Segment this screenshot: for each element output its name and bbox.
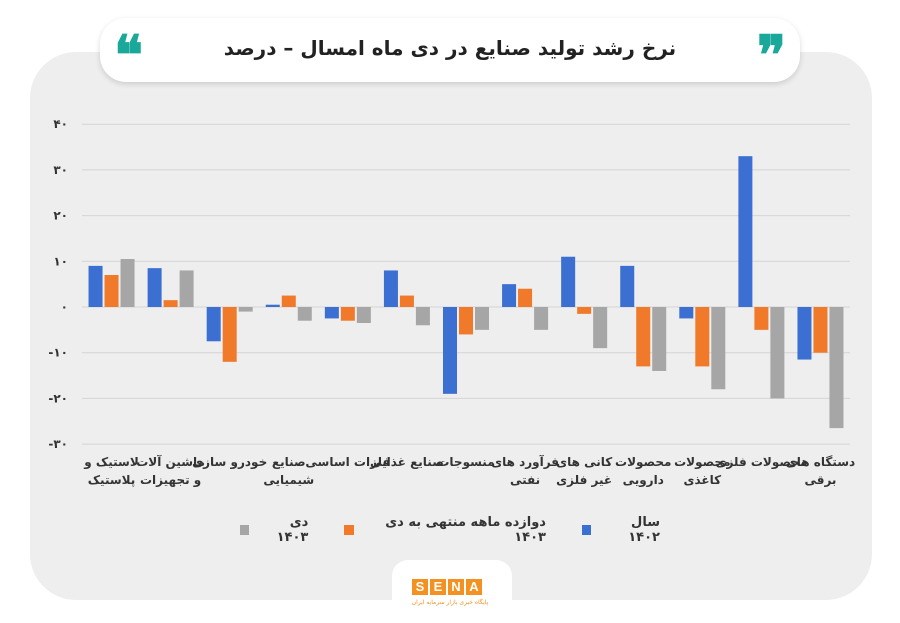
legend-label-1402: سال ۱۴۰۲ — [628, 515, 660, 545]
y-tick-label: ۴۰ — [53, 117, 68, 131]
x-tick-label: محصولات دارویی — [615, 455, 671, 488]
bar — [577, 307, 592, 314]
bar — [679, 307, 694, 319]
bar — [502, 284, 517, 307]
bar — [695, 307, 710, 367]
x-tick-label: فرآورد های نفتی — [491, 454, 559, 487]
bar — [206, 307, 221, 342]
x-tick-label: منسوجات — [437, 455, 494, 470]
bar — [620, 265, 635, 307]
bar — [813, 307, 828, 353]
bar — [797, 307, 812, 360]
x-tick-label: کانی های غیر فلزی — [556, 455, 612, 487]
bar — [399, 295, 414, 307]
y-tick-label: -۱۰ — [48, 346, 68, 360]
legend-swatch-twelve-month — [344, 525, 354, 535]
bar — [383, 270, 398, 307]
bar — [636, 307, 651, 367]
logo-letter: E — [430, 579, 446, 595]
legend-label-twelve-month: دوازده ماهه منتهی به دی ۱۴۰۳ — [385, 515, 546, 545]
y-tick-label: ۰ — [61, 300, 68, 314]
bar — [238, 307, 253, 312]
bar — [88, 265, 103, 307]
sena-logo: S E N A — [412, 579, 482, 595]
bar — [593, 307, 608, 349]
bar — [163, 300, 178, 307]
bar — [534, 307, 549, 330]
bar — [561, 256, 576, 307]
bar — [120, 259, 135, 307]
bar — [147, 268, 162, 307]
logo-letter: N — [448, 579, 464, 595]
quote-close-icon: ❞ — [756, 23, 786, 87]
legend-label-dey: دی ۱۴۰۳ — [276, 515, 309, 545]
x-tick-label: صنایع غذایی — [370, 455, 444, 469]
legend-item-twelve-month: دوازده ماهه منتهی به دی ۱۴۰۳ — [344, 515, 546, 545]
bar — [475, 307, 489, 330]
y-tick-label: ۳۰ — [53, 163, 68, 177]
bar — [738, 156, 753, 307]
legend-swatch-dey — [240, 525, 250, 535]
x-tick-label: دستگاه های برقی — [786, 455, 855, 487]
legend-swatch-1402 — [581, 525, 592, 535]
legend-item-1402: سال ۱۴۰۲ — [581, 515, 660, 545]
x-tick-label: محصولات کاغذی — [674, 455, 730, 487]
x-tick-label: فلزات اساسی — [305, 455, 390, 469]
x-tick-label: لاستیک و پلاستیک — [83, 455, 138, 487]
x-tick-label: خودرو سازی — [192, 455, 267, 470]
bar — [829, 307, 844, 429]
bar — [770, 307, 785, 399]
bar — [518, 288, 533, 307]
bar — [415, 307, 430, 326]
bar — [754, 307, 769, 330]
x-tick-label: ماشین آلات و تجهیزات — [136, 454, 205, 488]
bar — [652, 307, 667, 371]
legend: سال ۱۴۰۲ دوازده ماهه منتهی به دی ۱۴۰۳ دی… — [240, 515, 660, 545]
bar — [443, 307, 457, 394]
bar — [179, 270, 194, 307]
logo-tagline: پایگاه خبری بازار سرمایه ایران — [411, 599, 489, 606]
bar — [340, 307, 355, 321]
y-tick-label: -۲۰ — [48, 391, 68, 405]
x-tick-label: محصولات فلزی — [715, 455, 807, 470]
y-tick-label: -۳۰ — [48, 437, 68, 451]
legend-item-dey: دی ۱۴۰۳ — [240, 515, 309, 545]
logo-letter: A — [466, 579, 482, 595]
bar — [281, 295, 296, 307]
chart-title: نرخ رشد تولید صنایع در دی ماه امسال – در… — [223, 36, 677, 60]
bar — [222, 307, 237, 362]
x-tick-label: صنایع شیمیایی — [263, 455, 314, 487]
title-card: ❝ نرخ رشد تولید صنایع در دی ماه امسال – … — [100, 18, 800, 82]
bar — [356, 307, 371, 323]
bar — [297, 307, 312, 321]
logo-letter: S — [412, 579, 428, 595]
y-tick-label: ۱۰ — [53, 254, 68, 268]
y-tick-label: ۲۰ — [53, 209, 68, 223]
bar — [459, 307, 473, 335]
bar — [324, 307, 339, 319]
bar — [265, 304, 280, 307]
bar — [711, 307, 726, 390]
bar — [104, 275, 119, 307]
quote-open-icon: ❝ — [114, 23, 144, 87]
